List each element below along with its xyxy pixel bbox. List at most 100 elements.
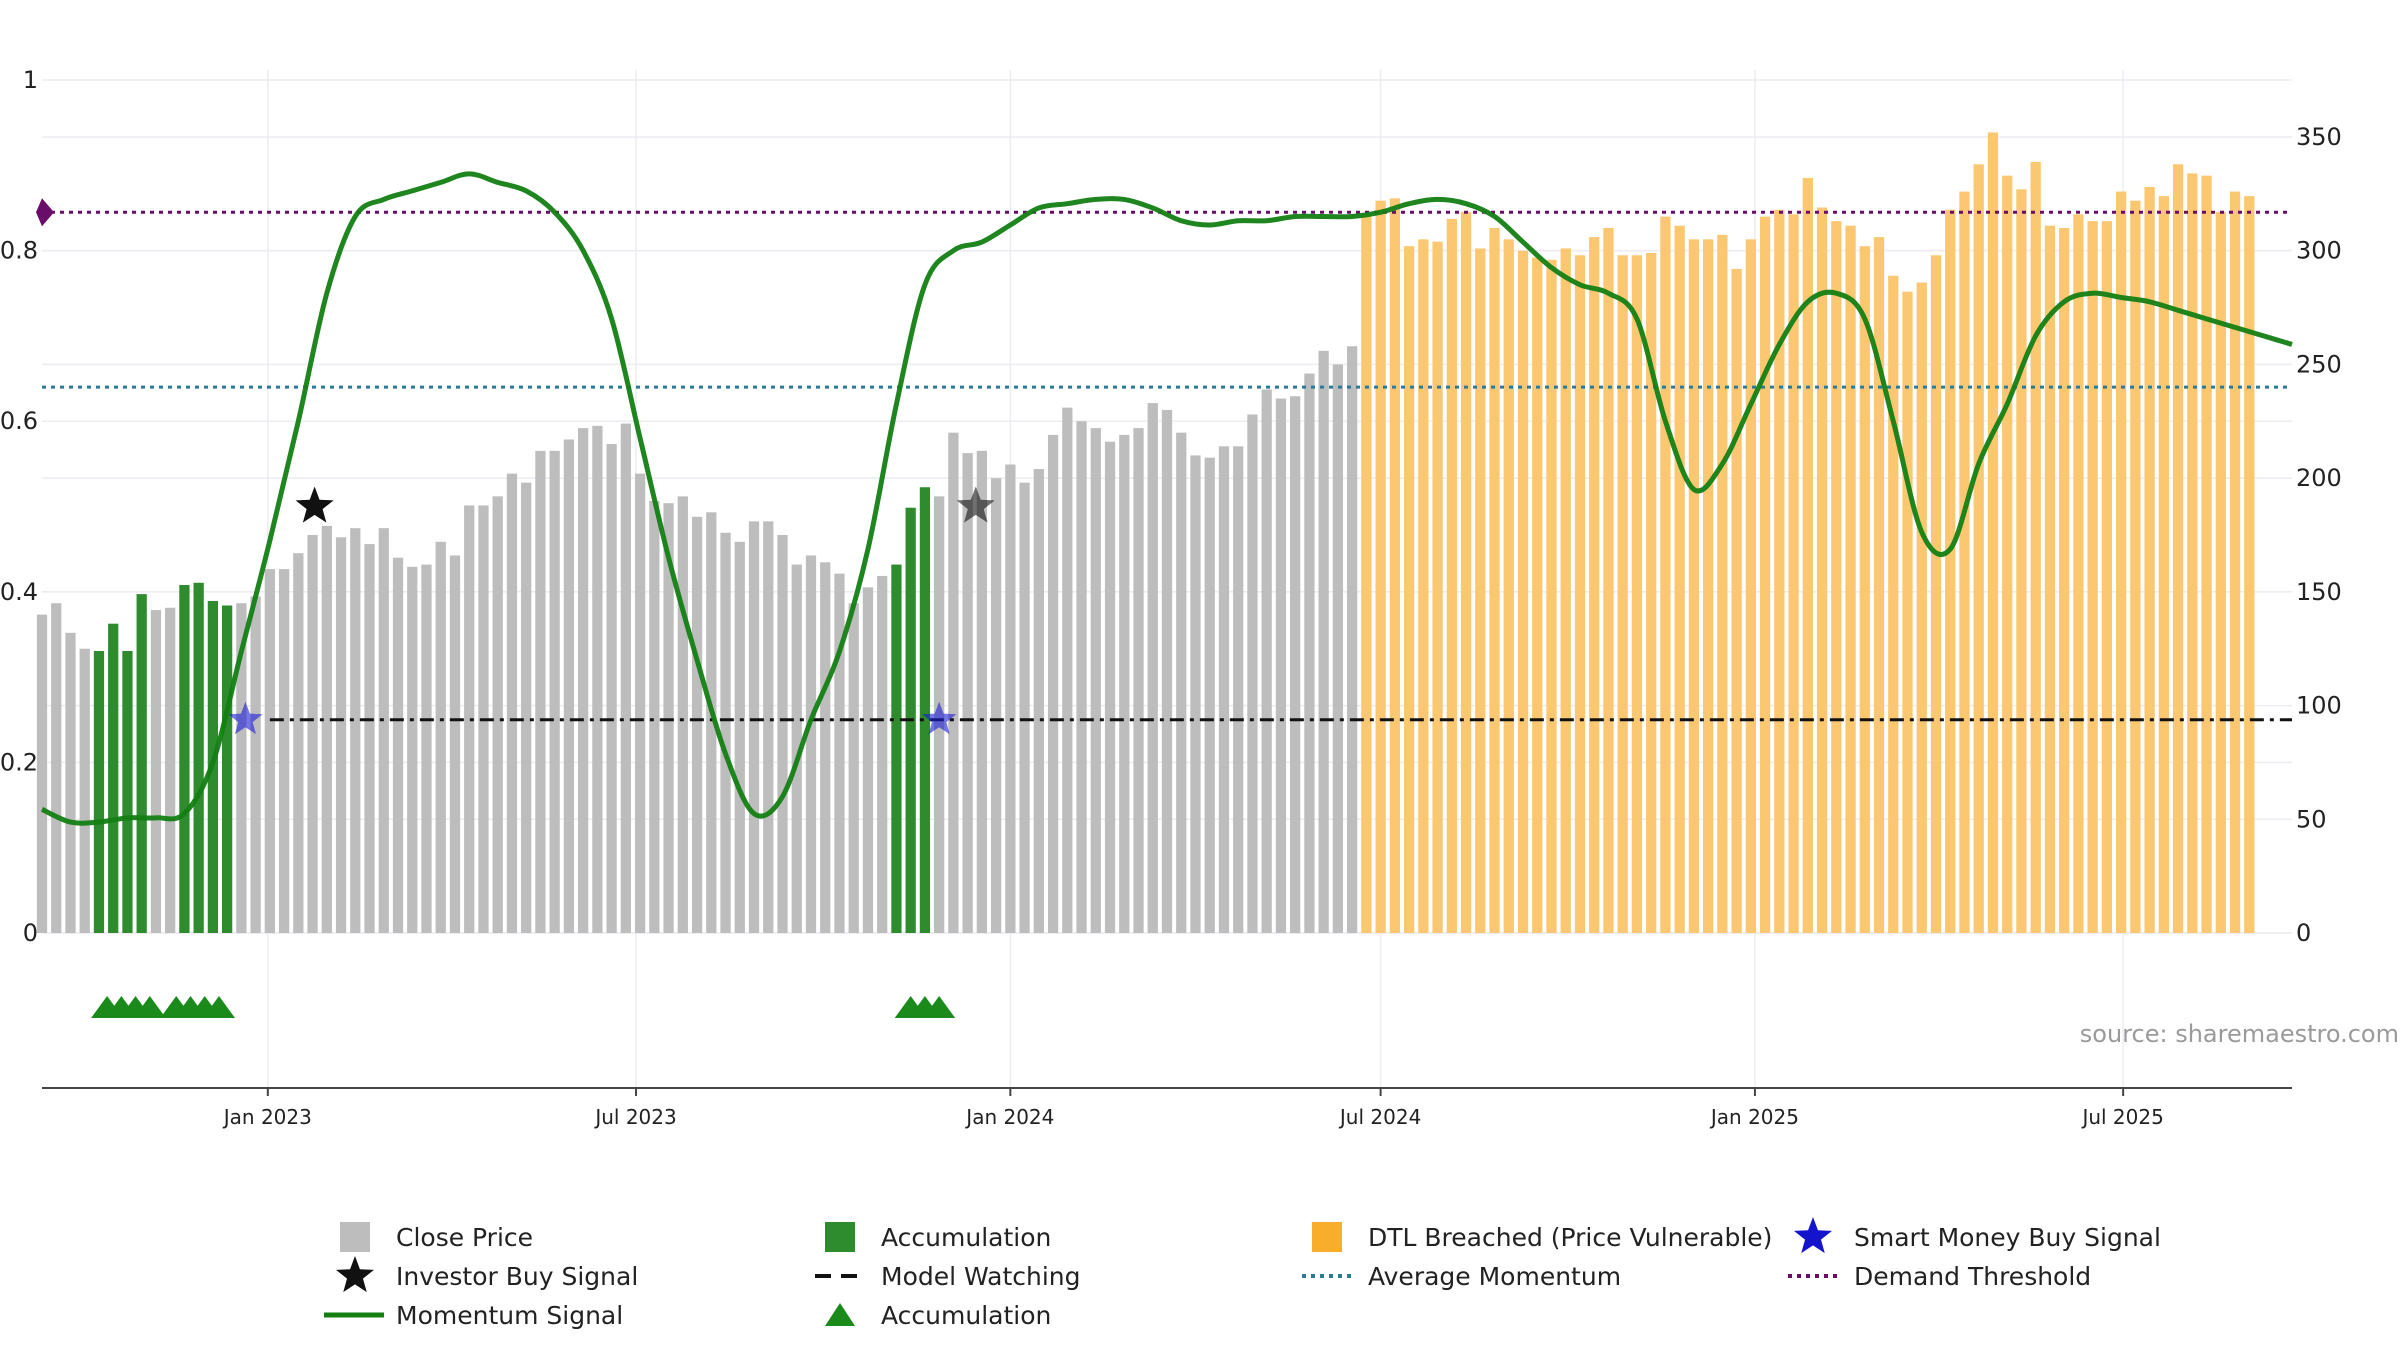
accumulation-triangle (133, 996, 166, 1018)
price-bar (2059, 227, 2070, 933)
momentum-signal-line (40, 171, 2293, 826)
price-bar (1047, 434, 1059, 933)
price-bar (2073, 214, 2084, 934)
price-bar (2115, 191, 2127, 933)
legend-label: Accumulation (881, 1301, 1051, 1330)
price-bar (2158, 196, 2169, 934)
left-tick-label: 0 (23, 919, 38, 947)
price-bar (877, 575, 888, 933)
left-tick-label: 0.6 (0, 407, 38, 435)
price-bar (891, 564, 902, 933)
price-bar (464, 505, 475, 933)
price-bar (777, 535, 788, 933)
price-bar (748, 521, 760, 933)
price-bar (364, 544, 375, 933)
smart-money-buy-signal-star (922, 701, 957, 735)
price-bar (834, 573, 845, 933)
legend-label: Smart Money Buy Signal (1854, 1223, 2161, 1252)
price-bar (2244, 196, 2255, 934)
price-bar (1703, 239, 1714, 934)
price-bar (1816, 207, 1828, 933)
price-bar (1233, 446, 1244, 933)
price-bar (1176, 432, 1187, 933)
price-bar (1090, 428, 1101, 933)
right-tick-label: 250 (2296, 350, 2342, 378)
price-bar (1503, 239, 1514, 934)
right-tick-label: 200 (2296, 464, 2342, 492)
price-bar (1631, 255, 1643, 933)
price-bar (1660, 216, 1671, 934)
legend-swatch (340, 1222, 370, 1252)
price-bar (2002, 175, 2013, 934)
price-bar (763, 521, 774, 933)
price-bar (1674, 225, 1685, 933)
price-bar (1902, 291, 1913, 933)
price-bar (848, 603, 859, 933)
price-bar (791, 564, 802, 933)
price-bar (1190, 455, 1201, 933)
price-bar (93, 650, 105, 933)
right-tick-label: 100 (2296, 692, 2342, 720)
price-bar (1489, 227, 1500, 933)
price-bar (1475, 248, 1486, 933)
price-bar (2087, 221, 2098, 934)
price-bar (549, 450, 560, 933)
price-bar (634, 473, 646, 933)
price-bar (2044, 225, 2056, 933)
left-tick-label: 1 (23, 66, 38, 94)
investor-buy-signal-star (956, 486, 995, 523)
price-bar (65, 632, 76, 933)
x-tick-label: Jul 2025 (2080, 1105, 2163, 1129)
price-bar (1859, 246, 1870, 933)
price-bar (948, 432, 959, 933)
price-bar (1460, 212, 1472, 934)
price-bar (1147, 403, 1158, 933)
price-bar (649, 500, 660, 933)
bars-layer (36, 132, 2255, 934)
price-bar (1133, 428, 1144, 933)
demand-threshold-marker (36, 198, 54, 227)
price-bar (506, 473, 518, 933)
price-bar (421, 564, 432, 933)
price-bar (976, 450, 987, 933)
legend-star-icon (1793, 1217, 1833, 1254)
price-bar (521, 482, 532, 933)
accumulation-triangle (202, 996, 235, 1018)
price-bar (179, 585, 190, 933)
legend-item: Momentum Signal (324, 1301, 623, 1330)
price-bar (307, 535, 318, 933)
legend-item: Accumulation (825, 1222, 1051, 1252)
price-bar (1930, 255, 1942, 933)
price-bar (1033, 469, 1044, 933)
price-bar (720, 532, 731, 933)
legend-item: Close Price (340, 1222, 533, 1252)
price-bar (36, 614, 48, 933)
price-bar (79, 648, 90, 933)
price-bar (1361, 214, 1372, 934)
price-bar (1717, 234, 1728, 933)
price-bar (805, 555, 817, 933)
price-bar (1731, 268, 1742, 933)
price-bar (335, 537, 347, 933)
right-tick-label: 50 (2296, 805, 2327, 833)
legend-label: Accumulation (881, 1223, 1051, 1252)
price-bar (862, 587, 874, 933)
price-bar (2144, 187, 2155, 933)
price-bar (1873, 237, 1885, 933)
price-bar (1261, 389, 1272, 934)
left-tick-label: 0.2 (0, 748, 38, 776)
price-bar (321, 525, 332, 933)
price-bar (1076, 421, 1087, 933)
price-bar (2229, 191, 2241, 933)
price-bar (1332, 364, 1344, 933)
lines-layer (36, 171, 2293, 826)
price-bar (663, 503, 674, 933)
price-bar (492, 496, 503, 933)
right-tick-label: 350 (2296, 123, 2342, 151)
price-bar (620, 423, 631, 933)
price-bar (1688, 239, 1700, 934)
legend-label: DTL Breached (Price Vulnerable) (1368, 1223, 1772, 1252)
price-bar (1104, 441, 1116, 933)
x-tick-label: Jan 2025 (1709, 1105, 1799, 1129)
price-bar (435, 541, 446, 933)
